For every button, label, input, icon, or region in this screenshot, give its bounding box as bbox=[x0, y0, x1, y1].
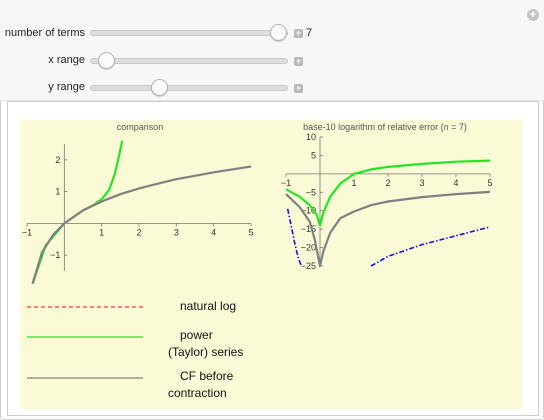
y-tick-label: −15 bbox=[301, 224, 316, 234]
y-range-expand-icon[interactable]: + bbox=[294, 83, 303, 93]
error-chart-title: base-10 logarithm of relative error (n =… bbox=[303, 122, 467, 132]
number-of-terms-value: 7 bbox=[306, 27, 313, 39]
x-tick-label: −1 bbox=[22, 227, 32, 237]
series-line-power-taylor-series bbox=[285, 159, 491, 227]
y-tick-label: −25 bbox=[301, 261, 316, 271]
y-range-thumb[interactable] bbox=[151, 79, 169, 96]
number-of-terms-expand-icon[interactable]: + bbox=[294, 28, 303, 38]
series-line-cf-after-contraction bbox=[286, 208, 303, 267]
options-plus-icon[interactable]: + bbox=[527, 9, 539, 21]
x-range-expand-icon[interactable]: + bbox=[294, 56, 303, 66]
x-tick-label: 2 bbox=[136, 227, 141, 237]
error-chart: −1 1 2 3 4 5 −25 −20 −15 −10 −5 5 10 bbox=[281, 132, 493, 271]
series-line-cf-before-contraction bbox=[31, 165, 252, 285]
plot-background bbox=[20, 120, 522, 409]
controls-area bbox=[0, 0, 544, 101]
x-tick-label: 5 bbox=[487, 178, 492, 188]
x-tick-label: 1 bbox=[351, 178, 356, 188]
series-line-power-taylor-series bbox=[31, 140, 124, 285]
y-tick-label: 2 bbox=[55, 155, 60, 165]
x-tick-label: 2 bbox=[385, 178, 390, 188]
x-tick-label: 1 bbox=[99, 227, 104, 237]
x-tick-label: −1 bbox=[281, 178, 291, 188]
y-tick-label: 5 bbox=[311, 150, 316, 160]
x-range-slider[interactable] bbox=[90, 52, 288, 69]
legend-natural-log-label: natural log bbox=[180, 299, 237, 313]
y-range-label: y range bbox=[48, 81, 85, 93]
y-tick-label: −10 bbox=[301, 206, 316, 216]
x-range-thumb[interactable] bbox=[98, 52, 116, 69]
x-tick-label: 4 bbox=[211, 227, 216, 237]
x-tick-label: 5 bbox=[248, 227, 253, 237]
x-tick-label: 3 bbox=[174, 227, 179, 237]
series-line-cf-before-contraction bbox=[285, 190, 491, 268]
y-tick-label: 1 bbox=[55, 187, 60, 197]
x-tick-label: 4 bbox=[453, 178, 458, 188]
y-tick-label: −1 bbox=[50, 250, 60, 260]
x-tick-label: 3 bbox=[419, 178, 424, 188]
y-tick-label: −20 bbox=[301, 243, 316, 253]
legend-cf-before-label: CF before contraction bbox=[168, 369, 234, 400]
y-range-slider[interactable] bbox=[90, 79, 288, 96]
y-tick-label: −5 bbox=[306, 187, 316, 197]
number-of-terms-thumb[interactable] bbox=[270, 24, 288, 41]
comparison-chart-title: comparison bbox=[117, 122, 164, 132]
series-line-cf-after-contraction bbox=[370, 226, 491, 267]
comparison-chart: −1 1 2 3 4 5 −1 1 2 bbox=[22, 140, 254, 285]
x-range-label: x range bbox=[48, 54, 85, 66]
y-tick-label: 10 bbox=[306, 132, 316, 142]
legend-power-series-label: power (Taylor) series bbox=[168, 328, 244, 359]
number-of-terms-label: number of terms bbox=[4, 27, 85, 39]
number-of-terms-slider[interactable] bbox=[90, 24, 288, 41]
